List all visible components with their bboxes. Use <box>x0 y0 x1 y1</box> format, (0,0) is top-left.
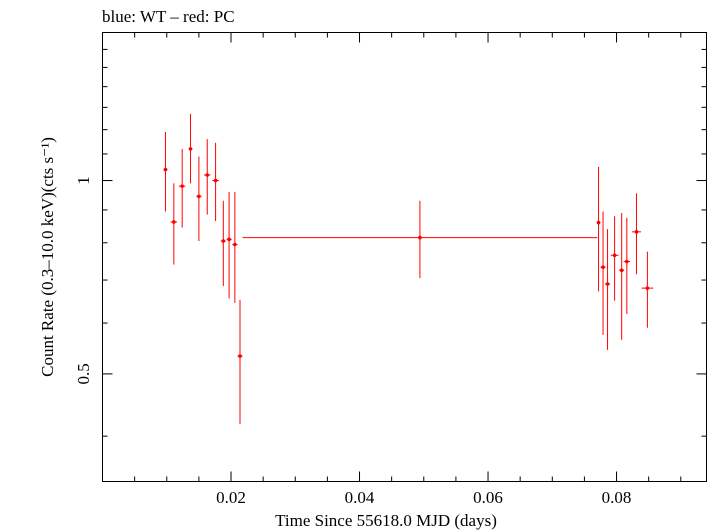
data-marker <box>418 235 422 240</box>
data-point <box>204 139 211 215</box>
data-marker <box>180 184 184 188</box>
data-points <box>163 113 654 424</box>
data-point <box>242 200 598 279</box>
data-marker <box>233 242 237 247</box>
data-marker <box>197 194 201 199</box>
data-marker <box>605 282 610 286</box>
x-axis-label: Time Since 55618.0 MJD (days) <box>275 511 497 530</box>
data-marker <box>221 239 226 243</box>
data-point <box>170 183 178 265</box>
data-marker <box>634 230 639 234</box>
data-marker <box>596 220 601 225</box>
data-point <box>631 193 641 275</box>
x-tick-label: 0.02 <box>216 488 246 507</box>
chart-title: blue: WT – red: PC <box>102 7 235 26</box>
y-axis-label: Count Rate (0.3–10.0 keV)(cts s⁻¹) <box>38 137 57 377</box>
data-point <box>178 148 186 228</box>
data-marker <box>205 173 210 177</box>
x-tick-label: 0.04 <box>345 488 375 507</box>
data-point <box>641 251 654 328</box>
data-marker <box>645 286 650 290</box>
data-point <box>619 213 625 340</box>
y-tick-label: 1 <box>74 176 93 185</box>
data-marker <box>619 268 624 273</box>
data-point <box>196 156 202 242</box>
data-marker <box>238 354 242 358</box>
axis-ticks <box>102 32 707 482</box>
data-marker <box>163 167 168 172</box>
data-point <box>623 217 631 314</box>
data-marker <box>188 147 193 151</box>
data-point <box>600 211 606 335</box>
data-point <box>163 132 168 212</box>
data-point <box>232 191 238 303</box>
data-point <box>610 216 619 301</box>
data-point <box>212 142 219 221</box>
plot-frame <box>102 32 707 482</box>
data-point <box>188 113 193 184</box>
data-marker <box>227 237 231 242</box>
data-marker <box>612 253 617 258</box>
x-tick-label: 0.06 <box>473 488 503 507</box>
tick-labels: 0.02 0.04 0.06 0.08 0.5 1 <box>74 176 631 507</box>
data-marker <box>601 265 605 269</box>
x-tick-label: 0.08 <box>602 488 632 507</box>
data-point <box>226 191 232 299</box>
data-marker <box>625 259 629 264</box>
data-marker <box>172 220 176 224</box>
data-point <box>237 299 243 424</box>
data-marker <box>213 178 218 183</box>
data-point <box>220 200 226 287</box>
data-point <box>604 229 611 350</box>
y-tick-label: 0.5 <box>74 363 93 384</box>
data-point <box>596 166 601 292</box>
